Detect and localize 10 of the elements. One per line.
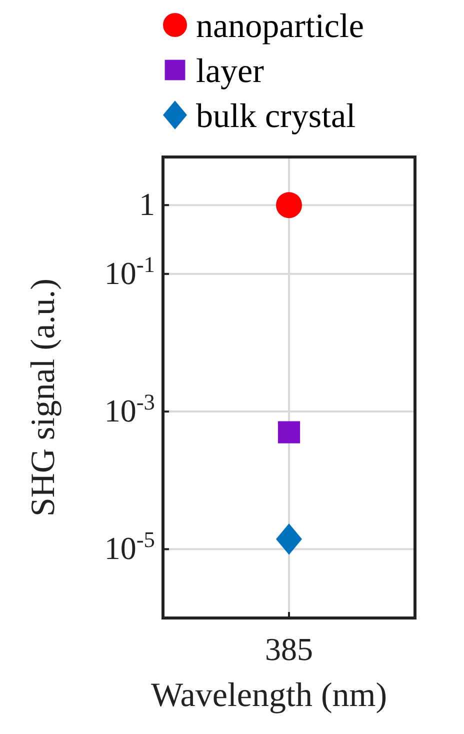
x-axis-title: Wavelength (nm): [150, 677, 388, 714]
y-axis-title: SHG signal (a.u.): [25, 278, 62, 516]
y-tick-label: 1: [139, 186, 155, 222]
legend-label: nanoparticle: [196, 8, 364, 45]
y-tick-label: 10$^{-3}$: [104, 389, 155, 429]
y-tick-label: 10$^{-5}$: [104, 526, 155, 566]
y-tick-label: 10$^{-1}$: [104, 251, 155, 291]
legend-label: bulk crystal: [196, 98, 356, 135]
legend-label: layer: [196, 53, 265, 90]
x-tick-label: 385: [265, 631, 313, 667]
